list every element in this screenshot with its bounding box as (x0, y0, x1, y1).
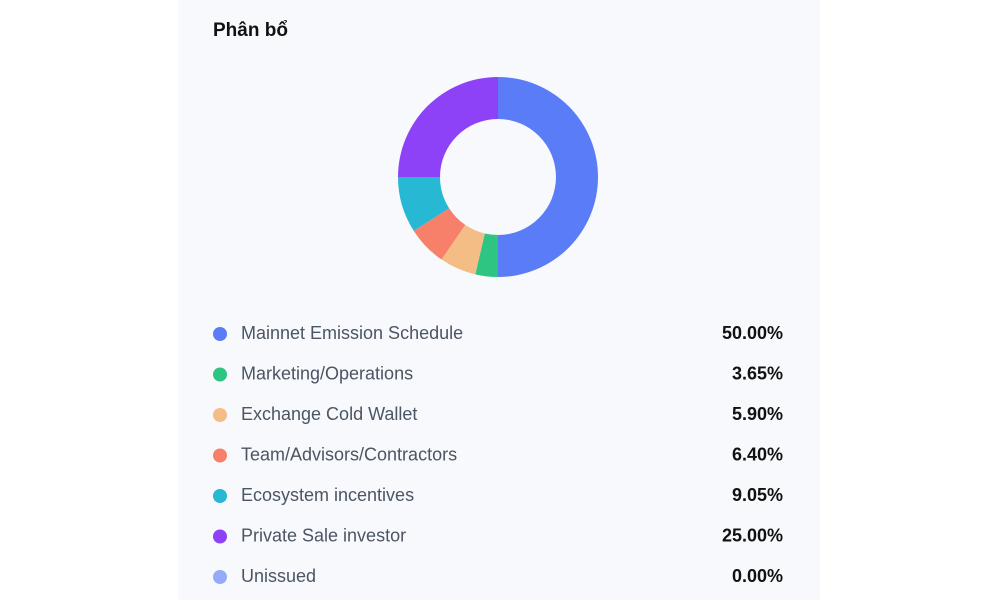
donut-slice (441, 224, 485, 275)
legend-value: 50.00% (722, 323, 783, 343)
donut-slice (398, 177, 450, 231)
legend-value: 3.65% (732, 363, 783, 383)
donut-slice (413, 208, 466, 260)
legend-label: Private Sale investor (241, 525, 406, 545)
legend-dot (213, 529, 227, 544)
legend-label: Exchange Cold Wallet (241, 404, 417, 424)
donut-slice (398, 77, 498, 177)
legend-value: 0.00% (732, 566, 783, 586)
legend-label: Marketing/Operations (241, 363, 413, 383)
legend-label: Mainnet Emission Schedule (241, 323, 463, 343)
legend-dot (213, 489, 227, 503)
donut-slice (498, 77, 598, 277)
legend-dot (213, 367, 227, 382)
panel-title: Phân bổ (213, 20, 288, 41)
legend-value: 9.05% (732, 485, 783, 505)
legend-value: 6.40% (732, 444, 783, 464)
legend-dot (213, 448, 227, 463)
legend-value: 5.90% (732, 404, 783, 424)
legend-label: Unissued (241, 566, 316, 586)
legend-value: 25.00% (722, 525, 783, 545)
legend-label: Ecosystem incentives (241, 485, 414, 505)
legend-dot (213, 570, 227, 584)
legend-dot (213, 327, 227, 341)
donut-slice (475, 233, 498, 277)
legend-dot (213, 408, 227, 422)
legend-label: Team/Advisors/Contractors (241, 444, 457, 464)
